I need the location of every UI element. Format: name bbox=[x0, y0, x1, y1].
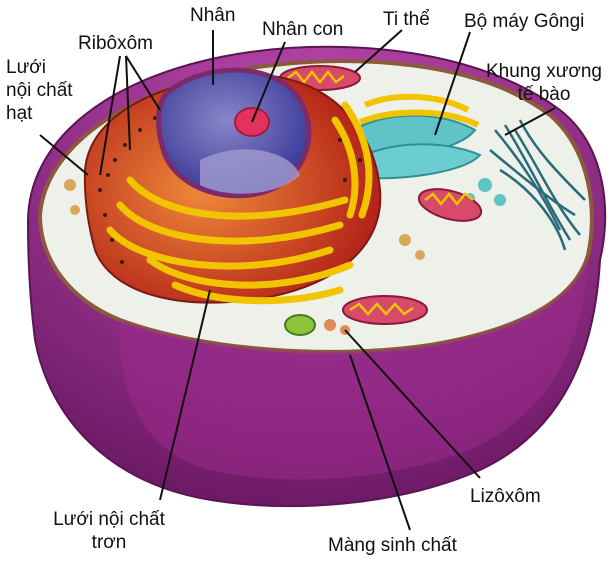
label-ti-the: Ti thể bbox=[383, 9, 430, 30]
label-nhan-con: Nhân con bbox=[262, 19, 344, 40]
cytoskeleton bbox=[489, 119, 586, 251]
label-luoi-tron-line1: Lưới nội chất bbox=[53, 509, 165, 530]
label-luoi-hat-line3: hạt bbox=[6, 103, 33, 124]
label-luoi-hat-line1: Lưới bbox=[6, 57, 46, 78]
leader-lines bbox=[39, 29, 556, 531]
label-khung-xuong-line2: tế bào bbox=[517, 84, 571, 105]
nucleus bbox=[156, 67, 312, 199]
leader-bo-may-gongi bbox=[434, 31, 471, 136]
label-mang-sinh-chat: Màng sinh chất bbox=[328, 535, 457, 556]
label-luoi-hat-line2: nội chất bbox=[6, 80, 73, 101]
label-nhan: Nhân bbox=[190, 5, 236, 26]
label-luoi-tron-line2: trơn bbox=[91, 532, 127, 553]
label-luoi-noi-chat-tron: Lưới nội chất trơn bbox=[30, 508, 188, 554]
label-khung-xuong-line1: Khung xương bbox=[485, 61, 603, 82]
leader-riboxom-b bbox=[125, 55, 131, 151]
leader-mang-sinh-chat bbox=[349, 354, 411, 531]
leader-luoi-tron bbox=[159, 289, 211, 501]
label-lizoxom: Lizôxôm bbox=[470, 486, 541, 507]
leader-nhan-con bbox=[251, 41, 286, 123]
lysosomes bbox=[64, 179, 425, 336]
label-bo-may-gongi: Bộ máy Gôngi bbox=[464, 11, 585, 32]
mitochondria bbox=[279, 65, 483, 325]
leader-luoi-hat bbox=[39, 134, 89, 176]
label-luoi-noi-chat-hat: Lưới nội chất hạt bbox=[6, 56, 73, 125]
leader-riboxom-a bbox=[99, 55, 121, 176]
label-riboxom: Ribôxôm bbox=[78, 33, 153, 54]
leader-ti-the bbox=[354, 29, 403, 73]
leader-khung-xuong bbox=[504, 107, 556, 136]
leader-lizoxom bbox=[344, 329, 481, 479]
label-khung-xuong-te-bao: Khung xương tế bào bbox=[476, 60, 612, 106]
leader-riboxom-c bbox=[125, 55, 161, 111]
